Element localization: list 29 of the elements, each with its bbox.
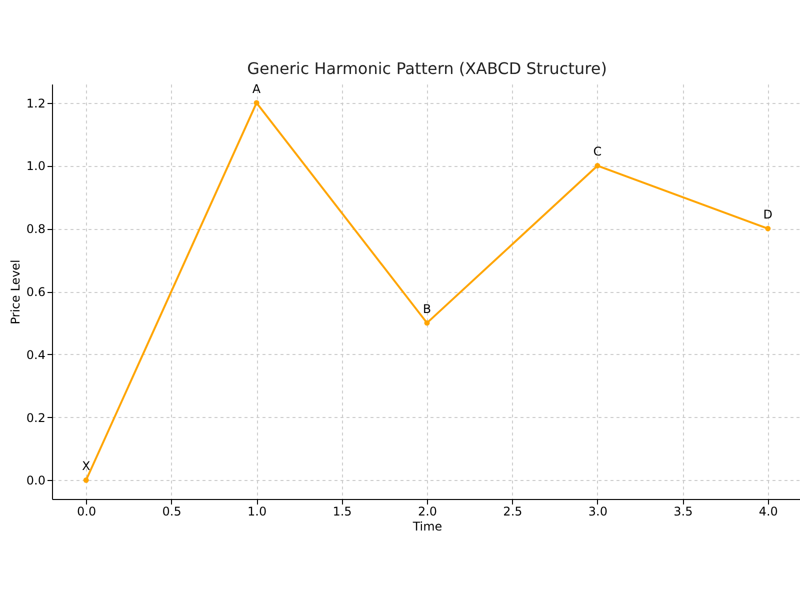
point	[83, 477, 89, 483]
annotation: C	[593, 144, 602, 159]
y-tick-label: 0.4	[26, 348, 46, 362]
y-tick-label: 0.2	[26, 410, 46, 425]
annotation: B	[422, 302, 432, 316]
y-tick-label: 0.0	[26, 474, 46, 488]
x-tick-label: 3.5	[674, 504, 693, 518]
annotation: A	[252, 82, 262, 96]
x-tick-label: 4.0	[758, 504, 778, 518]
annotation: D	[763, 208, 773, 222]
x-tick-label: 3.0	[588, 504, 608, 518]
annotation: X	[82, 459, 90, 474]
x-tick-label: 0.5	[162, 504, 182, 518]
y-tick-label: 1.0	[26, 159, 46, 174]
point	[765, 226, 771, 232]
x-axis-title: Time	[412, 520, 442, 534]
point	[254, 100, 260, 106]
x-tick-label: 2.5	[503, 504, 522, 518]
x-tick-label: 0.0	[77, 504, 96, 518]
x-tick-label: 1.5	[332, 504, 352, 518]
point	[594, 163, 600, 168]
y-tick-label: 0.8	[26, 222, 46, 236]
y-axis-title: Price Level	[8, 260, 22, 324]
y-tick-label: 0.6	[26, 285, 46, 299]
y-tick-label: 1.2	[26, 96, 46, 110]
chart-title: Generic Harmonic Pattern (XABCD Structure)	[247, 58, 607, 78]
x-tick-label: 2.0	[418, 504, 438, 518]
point	[424, 320, 430, 326]
x-tick-label: 1.0	[248, 504, 267, 518]
